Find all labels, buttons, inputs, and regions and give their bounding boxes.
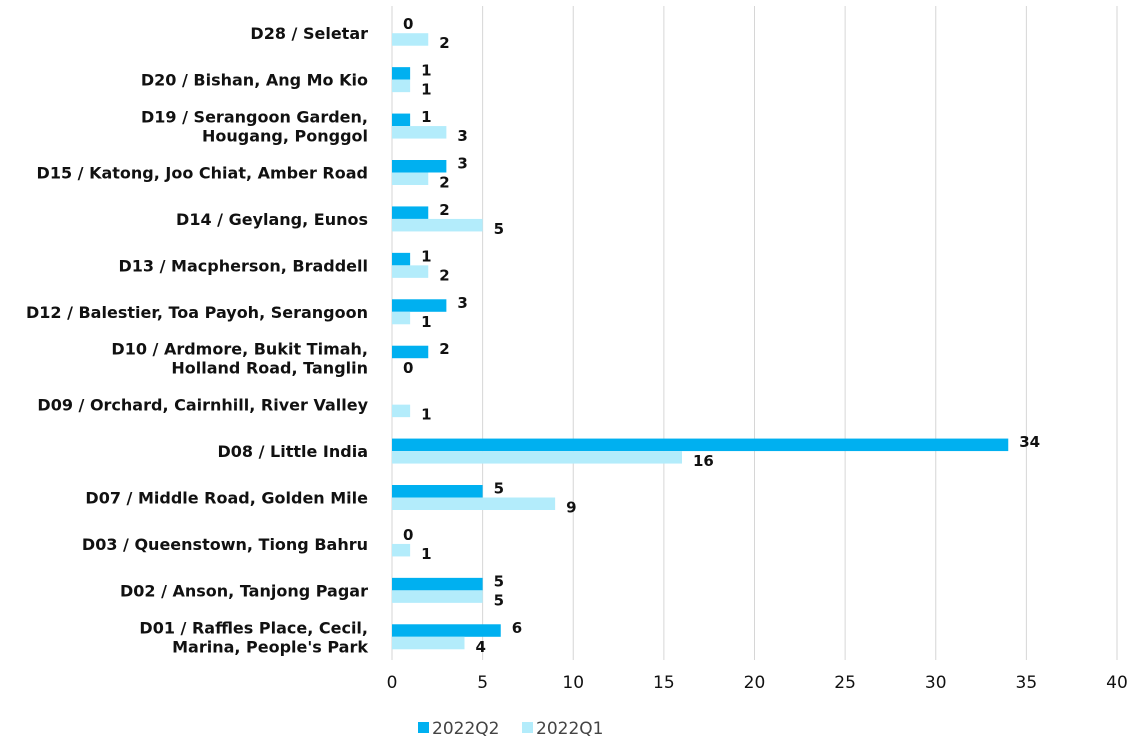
bar-2022Q1 — [392, 33, 429, 46]
bar-2022Q1 — [392, 172, 429, 185]
bar-2022Q2 — [392, 345, 429, 359]
category-label: Holland Road, Tanglin — [171, 359, 368, 378]
category-label: D01 / Raffles Place, Cecil, — [139, 618, 368, 637]
bar-2022Q2 — [392, 485, 483, 498]
bar-2022Q1 — [392, 497, 556, 510]
data-label: 1 — [421, 313, 431, 331]
bars — [392, 33, 1009, 650]
bar-2022Q2 — [392, 577, 483, 591]
category-label: Hougang, Ponggol — [202, 127, 368, 146]
x-axis-ticks: 0 5 10 15 20 25 30 35 40 — [387, 673, 1128, 693]
data-label: 2 — [439, 201, 449, 219]
x-tick-label: 20 — [744, 673, 766, 693]
data-label: 1 — [421, 62, 431, 80]
category-label: D13 / Macpherson, Braddell — [119, 256, 368, 275]
x-tick-label: 5 — [477, 673, 488, 693]
bar-2022Q2 — [392, 252, 411, 266]
x-tick-label: 10 — [562, 673, 584, 693]
data-label: 3 — [457, 127, 467, 145]
category-label: Marina, People's Park — [172, 637, 368, 656]
bar-2022Q2 — [392, 206, 429, 219]
category-label: D28 / Seletar — [250, 24, 368, 43]
legend-label: 2022Q2 — [432, 719, 499, 739]
bar-2022Q2 — [392, 624, 501, 637]
category-label: D02 / Anson, Tanjong Pagar — [120, 581, 368, 600]
x-tick-label: 0 — [387, 673, 398, 693]
data-label: 3 — [457, 294, 467, 312]
data-label: 6 — [512, 619, 522, 637]
data-label: 5 — [494, 591, 504, 609]
bar-2022Q2 — [392, 67, 411, 80]
category-label: D12 / Balestier, Toa Payoh, Serangoon — [26, 303, 368, 322]
data-label: 5 — [494, 220, 504, 238]
category-label: D10 / Ardmore, Bukit Timah, — [111, 340, 368, 359]
bar-2022Q1 — [392, 126, 447, 139]
legend-swatch — [522, 722, 533, 733]
data-label: 4 — [476, 638, 486, 656]
data-label: 5 — [494, 480, 504, 498]
category-label: D03 / Queenstown, Tiong Bahru — [82, 535, 368, 554]
data-label: 1 — [421, 247, 431, 265]
category-label: D15 / Katong, Joo Chiat, Amber Road — [37, 164, 368, 183]
bar-2022Q1 — [392, 265, 429, 278]
data-label: 34 — [1019, 433, 1040, 451]
category-label: D09 / Orchard, Cairnhill, River Valley — [37, 396, 368, 415]
category-label: D08 / Little India — [218, 442, 369, 461]
data-label: 2 — [439, 266, 449, 284]
legend: 2022Q2 2022Q1 — [418, 719, 603, 739]
bar-2022Q1 — [392, 79, 411, 93]
legend-swatch — [418, 722, 429, 733]
bar-2022Q1 — [392, 311, 411, 325]
legend-label: 2022Q1 — [536, 719, 603, 739]
data-label: 0 — [403, 526, 413, 544]
x-tick-label: 30 — [925, 673, 947, 693]
data-label: 2 — [439, 34, 449, 52]
data-label: 5 — [494, 572, 504, 590]
bar-2022Q2 — [392, 160, 447, 173]
data-label: 9 — [566, 499, 576, 517]
x-tick-label: 15 — [653, 673, 675, 693]
data-label: 16 — [693, 452, 714, 470]
bar-2022Q1 — [392, 451, 682, 464]
bar-2022Q1 — [392, 404, 411, 418]
data-label: 0 — [403, 15, 413, 33]
category-label: D19 / Serangoon Garden, — [141, 108, 368, 127]
data-label: 1 — [421, 81, 431, 99]
bar-2022Q2 — [392, 438, 1009, 452]
data-label: 1 — [421, 545, 431, 563]
data-label: 2 — [439, 340, 449, 358]
gridlines — [391, 6, 1118, 660]
category-label: D14 / Geylang, Eunos — [176, 210, 368, 229]
category-label: D07 / Middle Road, Golden Mile — [85, 489, 368, 508]
data-label: 0 — [403, 359, 413, 377]
x-tick-label: 25 — [834, 673, 856, 693]
bar-2022Q1 — [392, 590, 483, 603]
bar-2022Q1 — [392, 218, 483, 232]
data-label: 1 — [421, 406, 431, 424]
bar-2022Q2 — [392, 113, 411, 127]
x-tick-label: 35 — [1016, 673, 1038, 693]
x-tick-label: 40 — [1106, 673, 1128, 693]
data-label: 2 — [439, 174, 449, 192]
bar-2022Q2 — [392, 299, 447, 312]
data-label: 3 — [457, 155, 467, 173]
data-label: 1 — [421, 108, 431, 126]
bar-2022Q1 — [392, 543, 411, 557]
category-labels: D28 / Seletar D20 / Bishan, Ang Mo Kio D19… — [26, 24, 369, 656]
bar-2022Q1 — [392, 636, 465, 650]
category-label: D20 / Bishan, Ang Mo Kio — [141, 71, 368, 90]
